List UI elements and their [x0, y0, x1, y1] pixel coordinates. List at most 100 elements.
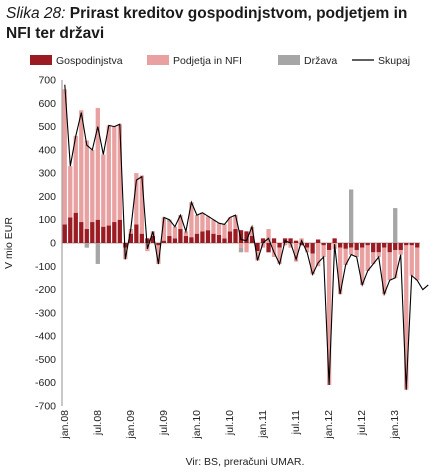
bar-podjetja-in-nfi	[68, 166, 73, 218]
bar-gospodinjstva	[106, 225, 111, 243]
bar-gospodinjstva	[376, 243, 381, 253]
y-tick-label: -400	[35, 331, 56, 343]
bar-podjetja-in-nfi	[387, 252, 392, 281]
bar-gospodinjstva	[145, 238, 150, 243]
bar-podjetja-in-nfi	[326, 249, 332, 386]
bar-gospodinjstva	[415, 243, 420, 248]
source-note: Vir: BS, preračuni UMAR.	[186, 456, 305, 468]
bar-gospodinjstva	[260, 238, 266, 243]
legend-swatch	[30, 55, 52, 65]
y-tick-label: 600	[38, 98, 56, 110]
bar-gospodinjstva	[200, 231, 205, 243]
bar-gospodinjstva	[216, 234, 222, 243]
bar-gospodinjstva	[183, 236, 189, 243]
bar-gospodinjstva	[277, 243, 282, 248]
bar-gospodinjstva	[178, 229, 183, 243]
bar-podjetja-in-nfi	[415, 247, 420, 281]
x-tick-label: jan.08	[59, 410, 71, 440]
x-tick-label: jan.09	[125, 410, 137, 440]
bar-gospodinjstva	[161, 240, 167, 243]
bar-gospodinjstva	[172, 238, 178, 243]
bar-podjetja-in-nfi	[84, 140, 89, 230]
bar-podjetja-in-nfi	[233, 215, 238, 230]
bar-gospodinjstva	[233, 229, 238, 243]
bar-dr-ava	[349, 189, 354, 243]
bar-podjetja-in-nfi	[112, 126, 117, 223]
bar-podjetja-in-nfi	[117, 124, 122, 220]
figure-title-text: Prirast kreditov gospodinjstvom, podjetj…	[6, 5, 408, 42]
x-tick-label: jul.09	[158, 410, 170, 436]
bar-podjetja-in-nfi	[393, 249, 398, 278]
y-tick-label: -600	[35, 377, 56, 389]
bar-podjetja-in-nfi	[216, 223, 222, 235]
y-tick-label: 0	[50, 238, 56, 250]
bar-gospodinjstva	[404, 243, 409, 246]
figure-label: Slika 28:	[6, 5, 66, 22]
bar-gospodinjstva	[271, 238, 277, 243]
bar-gospodinjstva	[156, 243, 161, 246]
legend-label: Podjetja in NFI	[173, 55, 242, 67]
bar-gospodinjstva	[134, 224, 139, 243]
y-tick-label: -300	[35, 307, 56, 319]
bar-podjetja-in-nfi	[398, 249, 403, 255]
bar-dr-ava	[238, 247, 244, 253]
bar-podjetja-in-nfi	[90, 149, 95, 223]
bar-podjetja-in-nfi	[205, 216, 211, 231]
y-tick-label: 500	[38, 121, 56, 133]
y-axis-label: V mio EUR	[3, 217, 15, 269]
bar-gospodinjstva	[227, 231, 233, 243]
bar-podjetja-in-nfi	[310, 253, 315, 275]
bar-gospodinjstva	[398, 243, 403, 250]
bar-gospodinjstva	[117, 219, 122, 243]
bar-podjetja-in-nfi	[178, 215, 183, 230]
bar-gospodinjstva	[68, 217, 73, 243]
bar-gospodinjstva	[409, 243, 414, 246]
bar-gospodinjstva	[371, 243, 376, 253]
bar-gospodinjstva	[90, 222, 95, 243]
bar-podjetja-in-nfi	[343, 248, 348, 266]
x-tick-label: jul.12	[356, 410, 368, 436]
bar-podjetja-in-nfi	[211, 219, 216, 234]
bar-podjetja-in-nfi	[260, 243, 266, 248]
bar-podjetja-in-nfi	[354, 249, 359, 257]
bar-gospodinjstva	[288, 238, 293, 243]
bar-gospodinjstva	[79, 222, 84, 243]
bar-gospodinjstva	[101, 226, 106, 243]
bar-gospodinjstva	[343, 243, 348, 249]
bar-gospodinjstva	[211, 233, 216, 243]
bar-podjetja-in-nfi	[293, 243, 299, 262]
bar-gospodinjstva	[293, 240, 299, 243]
bar-gospodinjstva	[222, 238, 227, 243]
bar-gospodinjstva	[123, 243, 128, 248]
x-tick-label: jul.08	[92, 410, 104, 436]
bar-gospodinjstva	[62, 224, 67, 243]
bar-podjetja-in-nfi	[288, 243, 293, 248]
y-tick-label: 100	[38, 214, 56, 226]
bar-podjetja-in-nfi	[139, 175, 145, 234]
bar-podjetja-in-nfi	[376, 252, 381, 257]
bar-gospodinjstva	[315, 239, 321, 243]
line-skupaj	[64, 84, 429, 390]
x-tick-label: jul.10	[224, 410, 236, 436]
bar-gospodinjstva	[354, 243, 359, 250]
bar-podjetja-in-nfi	[255, 251, 260, 261]
bar-podjetja-in-nfi	[172, 226, 178, 239]
bar-dr-ava	[84, 243, 89, 248]
bar-podjetja-in-nfi	[404, 245, 409, 390]
bar-gospodinjstva	[337, 243, 343, 248]
bar-podjetja-in-nfi	[189, 202, 194, 238]
bar-gospodinjstva	[326, 243, 332, 250]
legend-swatch	[278, 55, 300, 65]
bar-gospodinjstva	[299, 243, 304, 246]
bar-podjetja-in-nfi	[238, 243, 244, 248]
bar-gospodinjstva	[128, 233, 133, 243]
bar-podjetja-in-nfi	[183, 231, 189, 237]
bar-podjetja-in-nfi	[106, 125, 111, 226]
bar-gospodinjstva	[393, 243, 398, 250]
bar-podjetja-in-nfi	[167, 222, 172, 237]
bar-gospodinjstva	[382, 243, 387, 248]
bar-gospodinjstva	[304, 243, 310, 248]
bar-gospodinjstva	[194, 233, 200, 243]
y-tick-label: -500	[35, 354, 56, 366]
x-tick-label: jan.11	[257, 410, 269, 439]
